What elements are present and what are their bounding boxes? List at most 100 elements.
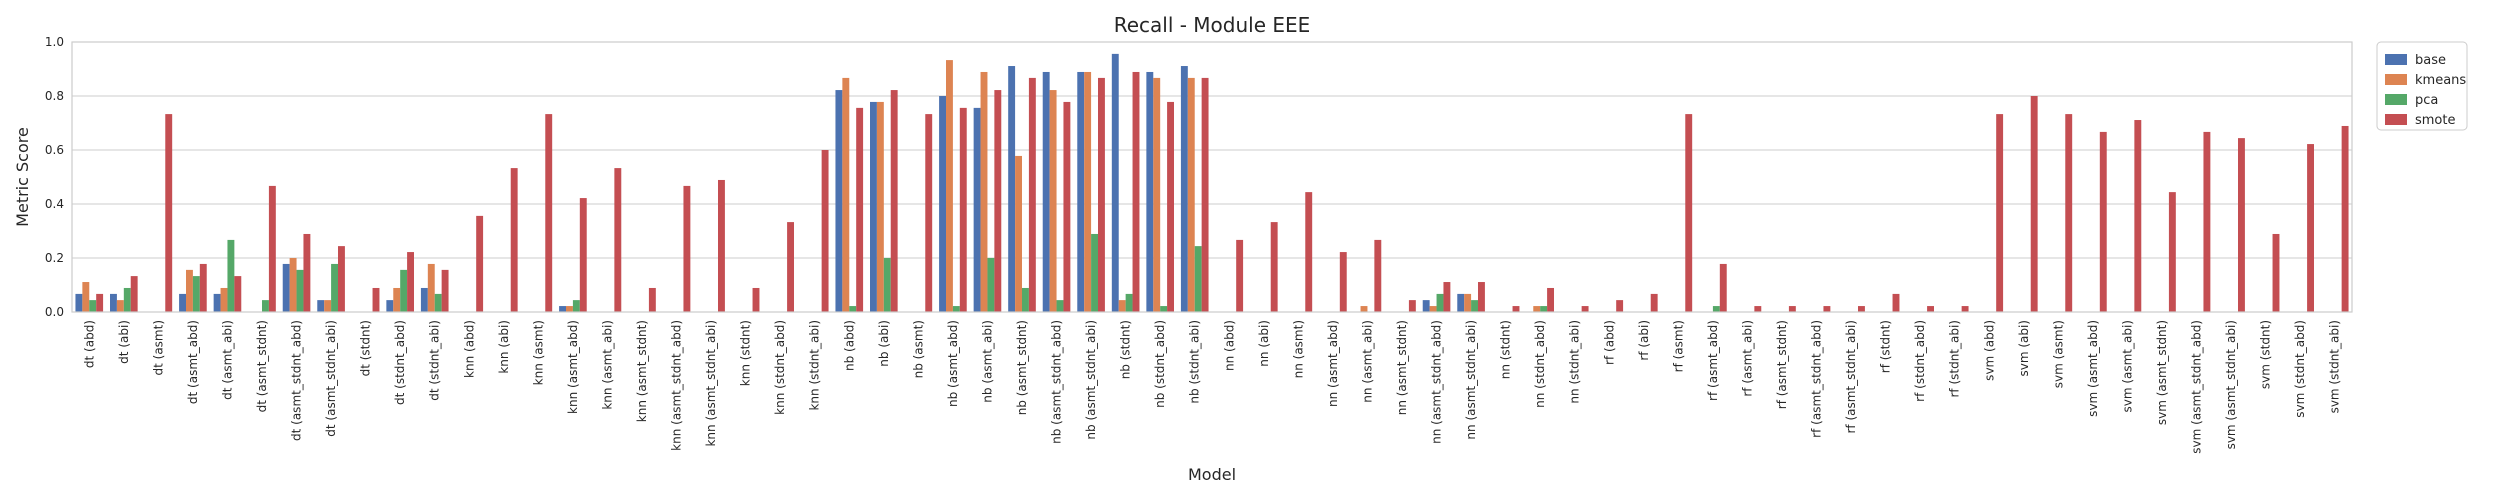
legend-swatch-smote <box>2385 114 2407 125</box>
bar-pca <box>1194 246 1202 312</box>
bar-pca <box>1091 233 1098 312</box>
x-tick-label: nb (asmt_abi) <box>980 320 994 403</box>
bar-smote <box>1408 300 1416 312</box>
x-tick-label: nb (stdnt_abd) <box>1153 320 1167 408</box>
x-tick-label: knn (asmt_abi) <box>600 320 614 410</box>
bar-smote <box>96 293 104 312</box>
bar-kmeans <box>1049 90 1057 312</box>
bar-kmeans <box>946 60 953 313</box>
bar-kmeans <box>186 269 193 312</box>
x-tick-label: nb (asmt_stdnt_abi) <box>1084 320 1098 440</box>
x-tick-label: svm (stdnt) <box>2259 320 2273 389</box>
x-tick-label: nb (asmt) <box>911 320 925 378</box>
legend-label-base: base <box>2415 53 2446 68</box>
bar-smote <box>1788 306 1796 312</box>
bar-smote <box>2065 114 2073 312</box>
x-tick-label: knn (stdnt_abd) <box>773 320 787 415</box>
bar-smote <box>1098 77 1105 312</box>
x-tick-label: rf (abd) <box>1602 320 1616 365</box>
legend-swatch-pca <box>2385 94 2407 105</box>
bar-base <box>559 306 566 312</box>
bar-smote <box>1236 239 1244 312</box>
legend-label-kmeans: kmeans <box>2415 73 2466 88</box>
bar-smote <box>752 287 760 312</box>
x-tick-label: svm (stdnt_abi) <box>2328 320 2342 413</box>
bar-base <box>317 300 325 312</box>
x-tick-label: nb (asmt_stdnt) <box>1015 320 1029 415</box>
x-tick-label: dt (asmt_abi) <box>220 320 234 400</box>
y-tick-label: 0.8 <box>45 89 64 103</box>
bar-base <box>870 101 877 312</box>
bar-smote <box>1478 282 1485 312</box>
bar-base <box>110 293 117 312</box>
bar-base <box>939 96 946 312</box>
bar-kmeans <box>842 77 850 312</box>
bar-pca <box>1160 306 1168 312</box>
x-tick-label: rf (stdnt_abi) <box>1948 320 1962 398</box>
x-tick-label: svm (asmt_abi) <box>2120 320 2134 413</box>
bar-pca <box>89 300 97 312</box>
y-tick-label: 0.6 <box>45 143 64 157</box>
x-tick-label: svm (asmt_stdnt_abd) <box>2190 320 2204 454</box>
x-tick-label: dt (asmt_abd) <box>186 320 200 404</box>
bar-smote <box>268 185 276 312</box>
x-tick-label: svm (stdnt_abd) <box>2293 320 2307 418</box>
bar-base <box>1457 293 1465 312</box>
x-tick-label: knn (abi) <box>497 320 511 374</box>
bar-smote <box>821 150 829 312</box>
bar-smote <box>441 269 449 312</box>
bar-smote <box>1270 222 1278 312</box>
x-tick-label: nb (abi) <box>877 320 891 367</box>
bar-kmeans <box>393 287 401 312</box>
bar-smote <box>683 185 691 312</box>
bar-smote <box>303 233 311 312</box>
x-tick-label: nn (abi) <box>1257 320 1271 367</box>
bar-smote <box>2030 96 2038 312</box>
bar-kmeans <box>1360 306 1368 312</box>
x-tick-label: svm (asmt_stdnt_abi) <box>2224 320 2238 449</box>
bar-smote <box>2168 192 2176 312</box>
x-tick-label: dt (asmt_stdnt_abi) <box>324 320 338 437</box>
x-tick-label: dt (abi) <box>117 320 131 364</box>
x-tick-label: dt (stdnt_abd) <box>393 320 407 405</box>
bar-smote <box>1961 306 1969 312</box>
bar-smote <box>959 107 967 312</box>
bar-kmeans <box>324 300 332 312</box>
bar-pca <box>572 300 580 312</box>
legend-swatch-kmeans <box>2385 74 2407 85</box>
bar-smote <box>1028 77 1036 312</box>
x-tick-label: nn (asmt_stdnt_abd) <box>1430 320 1444 444</box>
bar-smote <box>1132 71 1140 312</box>
bar-base <box>1180 66 1188 312</box>
bar-base <box>420 287 428 312</box>
bar-pca <box>227 239 235 312</box>
series-smote <box>96 71 2349 312</box>
bar-smote <box>787 222 794 312</box>
x-tick-label: svm (abi) <box>2017 320 2031 377</box>
bar-smote <box>338 246 345 312</box>
bar-smote <box>545 114 553 312</box>
bar-kmeans <box>289 258 297 312</box>
bar-smote <box>1339 252 1347 312</box>
bar-smote <box>1823 306 1831 312</box>
bar-base <box>973 107 981 312</box>
bar-kmeans <box>116 300 124 312</box>
x-tick-label: dt (stdnt_abi) <box>428 320 442 401</box>
x-tick-label: knn (asmt_abd) <box>566 320 580 414</box>
bar-smote <box>1581 306 1589 312</box>
x-tick-label: dt (asmt_stdnt) <box>255 320 269 412</box>
bar-pca <box>1712 306 1720 312</box>
x-tick-label: knn (stdnt) <box>739 320 753 386</box>
x-tick-label: rf (asmt_abd) <box>1706 320 1720 401</box>
bar-smote <box>1685 114 1693 312</box>
bar-smote <box>1547 287 1554 312</box>
x-tick-label: knn (abd) <box>462 320 476 378</box>
x-tick-label: knn (asmt_stdnt) <box>635 320 649 422</box>
chart-title: Recall - Module EEE <box>1114 13 1311 37</box>
bar-kmeans <box>1533 306 1541 312</box>
bar-smote <box>234 276 242 312</box>
x-tick-label: nn (stdnt_abd) <box>1533 320 1547 408</box>
legend: base kmeans pca smote <box>2376 41 2468 131</box>
y-axis-label: Metric Score <box>13 127 32 227</box>
bar-smote <box>2134 120 2142 312</box>
